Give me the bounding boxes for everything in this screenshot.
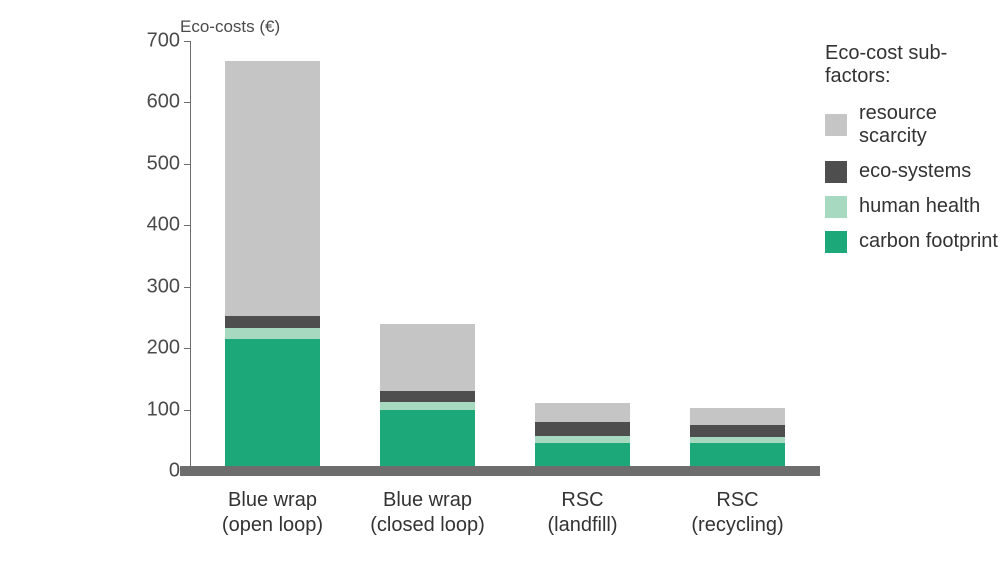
x-axis-label: Blue wrap(closed loop) — [348, 488, 508, 538]
x-axis-label: Blue wrap(open loop) — [193, 488, 353, 538]
legend-item-resource-scarcity: resource scarcity — [825, 102, 1000, 148]
x-axis-label-line2: (open loop) — [193, 513, 353, 538]
bar-group — [690, 408, 785, 471]
legend-item-carbon-footprint: carbon footprint — [825, 230, 1000, 253]
legend-swatch — [825, 196, 847, 218]
bar-segment-eco-systems — [225, 316, 320, 328]
bar-segment-carbon-footprint — [380, 410, 475, 471]
y-tick-mark — [184, 410, 190, 411]
y-tick-mark — [184, 164, 190, 165]
legend-label: eco-systems — [859, 160, 971, 183]
bar-group — [225, 61, 320, 471]
x-axis-label-line1: RSC — [658, 488, 818, 513]
bar-segment-human-health — [225, 328, 320, 339]
legend-swatch — [825, 114, 847, 136]
legend-label: resource scarcity — [859, 102, 1000, 148]
y-tick-mark — [184, 102, 190, 103]
bar-group — [380, 324, 475, 471]
y-tick-mark — [184, 348, 190, 349]
eco-costs-chart: Eco-costs (€) 0100200300400500600700 Eco… — [0, 0, 1000, 563]
y-axis-title: Eco-costs (€) — [180, 17, 280, 37]
legend: Eco-cost sub-factors: resource scarcity e… — [825, 42, 1000, 265]
x-axis-label-line1: RSC — [503, 488, 663, 513]
y-tick-mark — [184, 41, 190, 42]
legend-item-eco-systems: eco-systems — [825, 160, 1000, 183]
legend-swatch — [825, 231, 847, 253]
x-axis-baseline — [180, 466, 820, 476]
legend-label: carbon footprint — [859, 230, 998, 253]
legend-swatch — [825, 161, 847, 183]
y-tick-mark — [184, 287, 190, 288]
bar-segment-resource-scarcity — [690, 408, 785, 425]
plot-area: 0100200300400500600700 — [190, 41, 810, 471]
bar-segment-resource-scarcity — [380, 324, 475, 392]
bar-segment-carbon-footprint — [225, 339, 320, 471]
y-axis-line — [190, 41, 191, 471]
bar-segment-human-health — [380, 402, 475, 409]
legend-title: Eco-cost sub-factors: — [825, 42, 1000, 88]
legend-label: human health — [859, 195, 980, 218]
x-axis-label: RSC(recycling) — [658, 488, 818, 538]
legend-item-human-health: human health — [825, 195, 1000, 218]
bar-segment-resource-scarcity — [225, 61, 320, 316]
y-tick-mark — [184, 225, 190, 226]
bar-segment-human-health — [535, 436, 630, 443]
bar-segment-resource-scarcity — [535, 403, 630, 421]
x-axis-label: RSC(landfill) — [503, 488, 663, 538]
bar-segment-eco-systems — [380, 391, 475, 402]
bar-segment-eco-systems — [535, 422, 630, 436]
x-axis-label-line1: Blue wrap — [348, 488, 508, 513]
bar-group — [535, 403, 630, 471]
x-axis-label-line2: (recycling) — [658, 513, 818, 538]
x-axis-label-line2: (landfill) — [503, 513, 663, 538]
x-axis-label-line1: Blue wrap — [193, 488, 353, 513]
x-axis-label-line2: (closed loop) — [348, 513, 508, 538]
bar-segment-eco-systems — [690, 425, 785, 437]
